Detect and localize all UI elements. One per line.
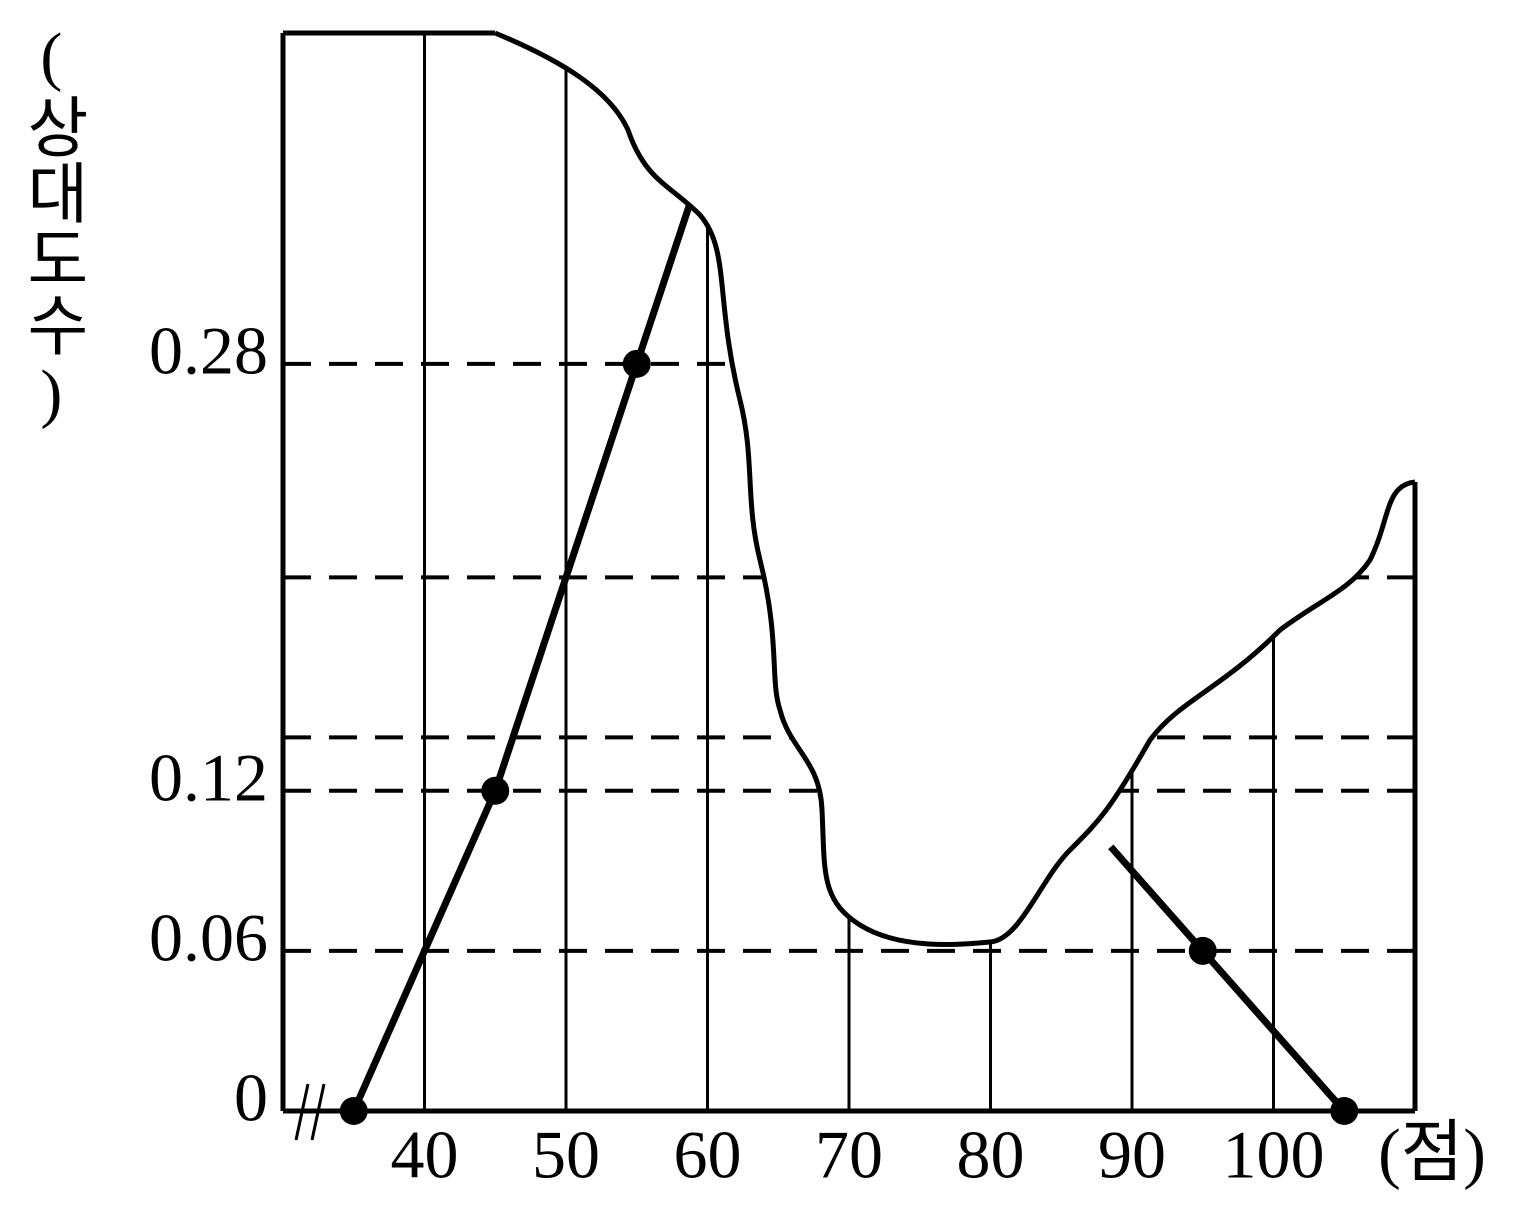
y-tick-label: 0.12: [149, 739, 268, 815]
y-axis-label: (상대도수): [15, 20, 88, 430]
x-tick-label: 80: [957, 1117, 1025, 1193]
data-line: [350, 170, 704, 1113]
y-tick-label: 0: [234, 1060, 268, 1136]
x-tick-label: 40: [391, 1117, 459, 1193]
x-tick-label: 90: [1098, 1117, 1166, 1193]
data-point: [481, 776, 510, 805]
x-tick-label: 60: [674, 1117, 742, 1193]
data-line: [1108, 844, 1347, 1114]
data-point: [622, 349, 651, 378]
frame: [280, 30, 1418, 1114]
y-tick-label: 0.28: [149, 312, 268, 388]
torn-cover: [495, 0, 1514, 945]
x-tick-label: 50: [532, 1117, 600, 1193]
x-axis-label: (점): [1378, 1115, 1486, 1191]
torn-edge: [494, 30, 1416, 947]
data-point: [1188, 936, 1217, 965]
x-tick-label: 70: [815, 1117, 883, 1193]
axis-break: [294, 1083, 326, 1141]
data-point: [1330, 1097, 1359, 1125]
x-tick-label: 100: [1223, 1117, 1325, 1193]
data-point: [339, 1097, 368, 1125]
y-tick-label: 0.06: [149, 900, 268, 976]
